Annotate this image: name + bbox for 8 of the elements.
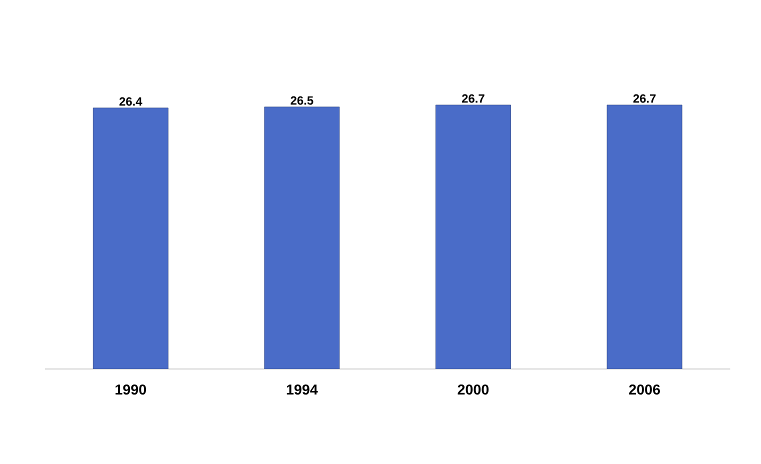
x-tick-label: 1990 — [116, 384, 146, 395]
data-label: 26.5 — [290, 96, 314, 105]
x-tick-label: 1994 — [286, 384, 318, 395]
data-label: 26.4 — [119, 97, 142, 106]
x-tick-label: 2000 — [458, 384, 489, 395]
x-tick-label: 2006 — [629, 384, 660, 395]
data-label: 26.7 — [633, 94, 656, 103]
data-label: 26.7 — [462, 94, 484, 103]
